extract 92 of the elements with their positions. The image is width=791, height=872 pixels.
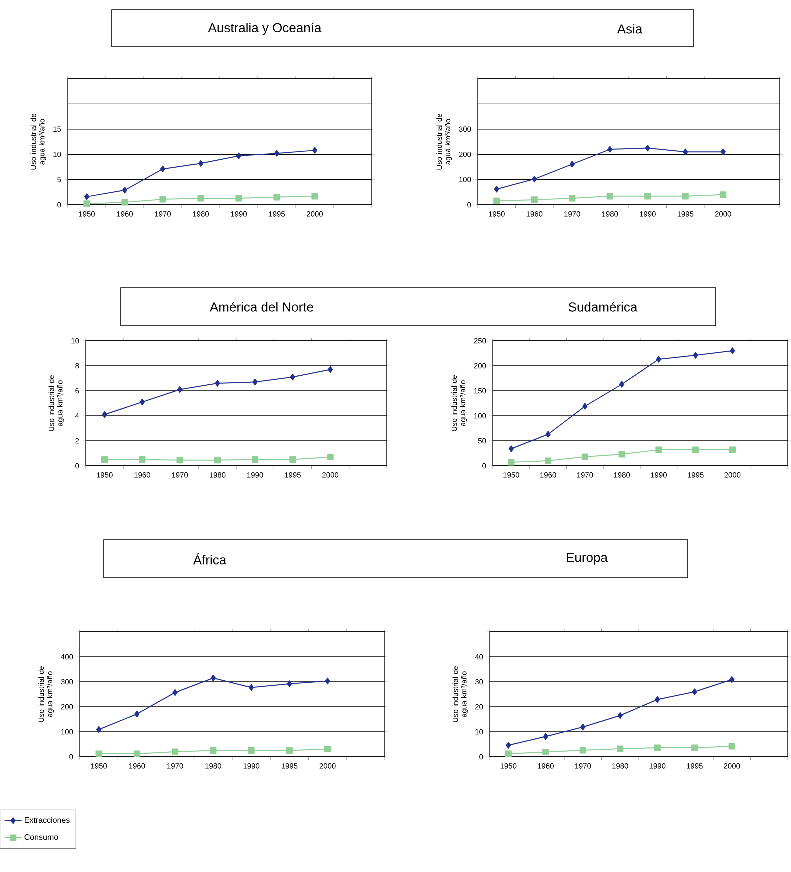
point [198,195,204,202]
point [84,200,90,208]
point [160,196,166,203]
point [96,726,102,734]
point [172,748,179,756]
point [730,348,736,354]
point [160,166,166,173]
point [569,195,576,202]
point [290,456,296,464]
point [531,196,538,204]
point [177,386,183,394]
point [654,744,661,752]
point [532,176,538,183]
point [210,674,216,682]
point [198,160,204,167]
point [312,147,318,154]
point [693,352,698,359]
point [545,458,552,464]
point [236,195,242,202]
chart-title: Asia [617,24,643,34]
point [102,411,108,418]
point [644,193,652,200]
point [656,446,662,454]
point [692,446,700,454]
point [84,194,90,200]
point [214,457,221,464]
point [543,733,548,740]
point [580,747,586,754]
point [494,198,500,205]
point [176,457,184,464]
point [210,747,217,754]
point [236,152,242,160]
point [606,193,614,200]
point [682,193,689,200]
point [506,742,512,749]
point [618,712,623,720]
point [172,689,178,696]
point [683,148,688,156]
point [546,431,551,438]
point [328,366,334,374]
point [252,378,258,386]
point [122,199,128,206]
point [96,750,102,758]
point [248,747,255,754]
point [508,446,514,452]
point [720,192,727,198]
point [570,161,575,168]
point [494,186,500,193]
point [274,194,280,201]
legend-label: Consumo [24,834,58,840]
point [619,381,625,388]
point [728,743,736,750]
point [505,750,512,758]
chart-title: América del Norte [210,302,314,312]
chart-title: África [193,553,227,565]
point [325,678,330,685]
point [312,193,318,200]
chart-title: Europa [567,553,608,565]
point [274,150,280,157]
point [134,710,140,718]
point [692,688,698,696]
point [729,446,736,454]
chart-title: Australia y Oceanía [208,22,322,36]
point [215,380,220,387]
point [286,747,293,754]
point [580,724,586,731]
point [290,374,296,381]
point [542,748,550,756]
point [730,676,735,684]
point [645,144,650,152]
point [608,146,613,153]
chart-title: Sudamérica [568,302,638,312]
point [324,746,332,753]
point [140,398,146,406]
point [102,456,108,464]
point [327,454,334,461]
point [122,187,128,194]
point [692,744,698,752]
point [139,456,146,464]
point [287,680,292,688]
point [252,456,259,464]
point [508,459,515,466]
point [248,684,254,692]
point [618,451,626,458]
point [720,148,726,156]
point [134,750,140,758]
point [582,454,588,460]
point [617,746,624,752]
point [582,403,588,410]
point [655,696,660,704]
point [656,356,662,363]
legend-label: Extracciones [25,817,70,824]
